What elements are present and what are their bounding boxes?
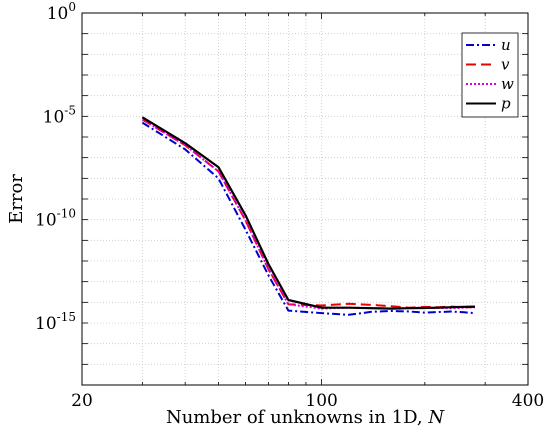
axis-ticks [81,12,529,386]
series-line-w [141,118,475,310]
y-tick-label-base: 10 [35,314,57,334]
legend-label-u: u [501,36,511,54]
y-tick-label-base: 10 [43,107,65,127]
x-tick-label: 400 [512,391,544,411]
y-tick-label: 10-15 [35,310,76,334]
y-tick-label-base: 10 [35,211,57,231]
y-tick-label: 10-5 [43,103,76,127]
x-axis-label: Number of unknowns in 1D, N [166,407,445,428]
y-tick-label-exponent: 0 [68,0,76,14]
y-axis-label: Error [6,174,27,224]
x-axis-label-var: N [427,407,445,428]
x-axis-label-text: Number of unknowns in 1D, [166,407,428,428]
series-line-p [141,116,475,310]
y-tick-label: 100 [47,0,76,24]
x-tick-label: 100 [305,391,337,411]
x-tick-label: 20 [71,391,93,411]
series-line-u [141,121,475,316]
y-tick-label-exponent: -15 [57,310,76,324]
y-tick-label-exponent: -10 [57,207,76,221]
y-tick-label: 10-10 [35,207,76,231]
legend-label-w: w [501,75,514,93]
legend-label-v: v [501,56,510,74]
y-tick-label-exponent: -5 [64,103,76,117]
series-lines [141,116,475,316]
legend-label-p: p [501,95,511,113]
y-tick-label-base: 10 [47,4,69,24]
